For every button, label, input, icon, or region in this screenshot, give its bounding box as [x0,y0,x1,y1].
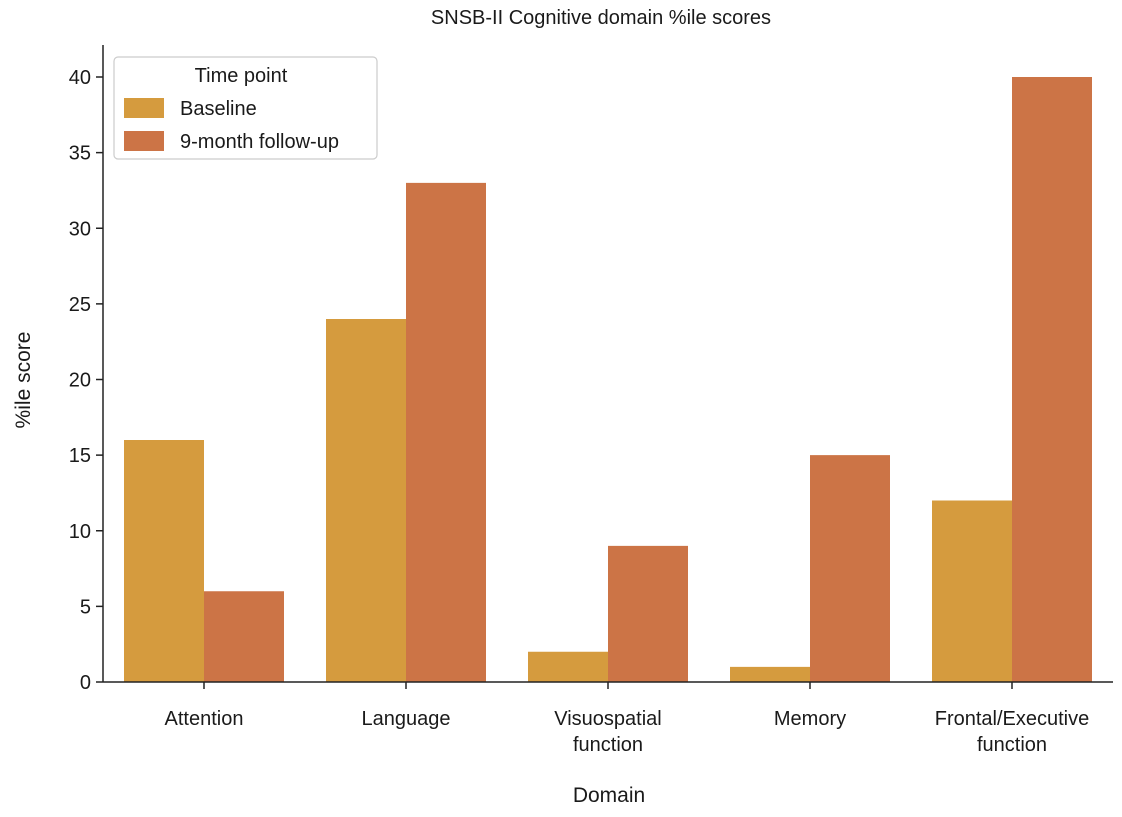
bar-baseline-0 [124,440,204,682]
bar-baseline-3 [730,666,810,682]
x-tick-label-line: Memory [774,708,846,730]
bar-baseline-4 [932,500,1012,682]
x-tick-label: Visuospatial function [554,708,661,756]
x-axis-ticks: Attention Language Visuospatial function Mem… [165,682,1090,756]
y-axis-label: %ile score [12,332,35,429]
x-tick-label: Attention [165,708,244,730]
x-tick-label-line: Visuospatial [554,708,661,730]
y-tick-label: 10 [69,521,91,543]
x-tick-label-line: function [977,734,1047,756]
legend-label: 9-month follow-up [180,131,339,153]
x-tick-label-line: Language [362,708,451,730]
bar-9-month-follow-up-1 [406,182,486,682]
legend-entries: Baseline 9-month follow-up [124,98,339,153]
x-axis-label: Domain [573,784,645,807]
y-tick-label: 0 [80,672,91,694]
legend-label: Baseline [180,98,257,120]
bar-baseline-2 [528,651,608,682]
legend-title: Time point [195,65,288,87]
bar-9-month-follow-up-0 [204,591,284,682]
bar-baseline-1 [326,319,406,682]
legend-swatch [124,131,164,151]
legend-swatch [124,98,164,118]
y-tick-label: 25 [69,294,91,316]
y-tick-label: 30 [69,218,91,240]
y-tick-label: 35 [69,143,91,165]
x-tick-label-line: Attention [165,708,244,730]
chart-title: SNSB-II Cognitive domain %ile scores [431,7,771,29]
bar-9-month-follow-up-3 [810,455,890,682]
y-tick-label: 5 [80,596,91,618]
y-axis-ticks: 0 5 10 15 20 25 30 35 40 [69,67,103,694]
x-tick-label-line: Frontal/Executive [935,708,1090,730]
x-tick-label: Frontal/Executive function [935,708,1090,756]
bar-9-month-follow-up-2 [608,545,688,682]
legend: Time point Baseline 9-month follow-up [113,56,378,160]
plot-area [124,77,1092,682]
legend-frame [113,56,378,160]
y-tick-label: 40 [69,67,91,89]
bar-9-month-follow-up-4 [1012,77,1092,682]
y-tick-label: 15 [69,445,91,467]
x-tick-label: Language [362,708,451,730]
y-tick-label: 20 [69,370,91,392]
x-tick-label-line: function [573,734,643,756]
x-tick-label: Memory [774,708,846,730]
